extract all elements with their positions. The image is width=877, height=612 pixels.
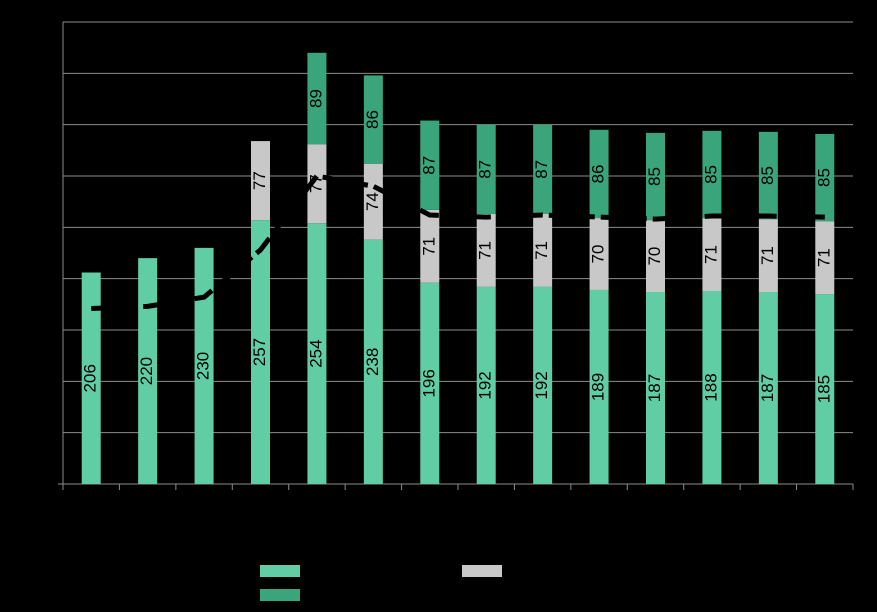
bar-segment — [307, 52, 327, 145]
bar-segment — [363, 163, 383, 240]
bar-segment — [758, 219, 778, 293]
bar-segment — [194, 247, 214, 484]
bar-segment — [476, 286, 496, 484]
value-label: 192 — [476, 371, 495, 399]
value-label: 86 — [589, 164, 608, 183]
value-label: 71 — [758, 246, 777, 265]
value-label: 71 — [814, 248, 833, 267]
value-label: 189 — [589, 373, 608, 401]
bar-segment — [646, 132, 665, 221]
y-tick-label: 50 — [36, 422, 55, 441]
y-tick-label: 400 — [27, 63, 55, 82]
bar-segment — [420, 120, 440, 210]
legend-swatch — [462, 565, 502, 577]
y-tick-label: 0 — [46, 473, 55, 492]
bar-segment — [533, 124, 553, 214]
value-label: 230 — [194, 352, 213, 380]
bar-segment — [815, 294, 835, 484]
value-label: 85 — [814, 168, 833, 187]
bar-segment — [533, 286, 553, 484]
bar-segment — [702, 130, 722, 219]
legend-swatch — [260, 589, 300, 601]
bar-segment — [476, 213, 496, 287]
y-tick-label: 350 — [27, 114, 55, 133]
value-label: 77 — [250, 171, 269, 190]
bar-segment — [646, 220, 665, 293]
value-label: 89 — [306, 89, 325, 108]
value-label: 70 — [589, 245, 608, 264]
bar-segment — [476, 124, 496, 214]
y-tick-label: 450 — [27, 11, 55, 30]
value-label: 254 — [306, 339, 325, 367]
bar-segment — [589, 218, 609, 290]
bar-segment — [251, 141, 270, 221]
bar-segment — [420, 282, 440, 484]
y-tick-label: 200 — [27, 268, 55, 287]
bar-segment — [533, 213, 553, 287]
bar-segment — [363, 239, 383, 484]
value-label: 85 — [645, 167, 664, 186]
value-label: 77 — [306, 174, 325, 193]
bar-segment — [646, 292, 665, 484]
bar-segment — [702, 218, 722, 291]
value-label: 220 — [137, 357, 156, 385]
value-label: 70 — [645, 247, 664, 266]
value-label: 238 — [363, 348, 382, 376]
value-label: 257 — [250, 338, 269, 366]
bar-segment — [420, 209, 440, 283]
value-label: 192 — [532, 371, 551, 399]
bar-segment — [307, 223, 327, 484]
value-label: 188 — [701, 373, 720, 401]
y-tick-label: 150 — [27, 319, 55, 338]
bar-segment — [758, 131, 778, 220]
y-tick-label: 250 — [27, 217, 55, 236]
value-label: 71 — [476, 241, 495, 260]
bar-segment — [251, 220, 270, 484]
bar-segment — [702, 290, 722, 484]
value-label: 87 — [532, 160, 551, 179]
value-label: 87 — [476, 160, 495, 179]
bar-segment — [815, 133, 835, 222]
bar-segment — [363, 75, 383, 164]
value-label: 85 — [701, 165, 720, 184]
y-tick-label: 300 — [27, 165, 55, 184]
value-label: 187 — [645, 374, 664, 402]
bar-segment — [307, 144, 327, 224]
bar-segment — [81, 272, 101, 484]
value-label: 185 — [814, 375, 833, 403]
bar-segment — [589, 289, 609, 484]
value-label: 71 — [532, 241, 551, 260]
value-label: 85 — [758, 166, 777, 185]
value-label: 71 — [701, 245, 720, 264]
line — [91, 173, 825, 311]
value-label: 74 — [363, 192, 382, 211]
value-label: 187 — [758, 374, 777, 402]
value-label: 196 — [419, 369, 438, 397]
bar-segment — [138, 258, 158, 484]
bar-segment — [589, 129, 609, 219]
value-label: 71 — [419, 237, 438, 256]
bar-segment — [815, 221, 835, 295]
legend-swatch — [260, 565, 300, 577]
bar-segment — [758, 292, 778, 484]
value-label: 206 — [81, 364, 100, 392]
value-label: 86 — [363, 110, 382, 129]
value-label: 87 — [419, 156, 438, 175]
y-tick-label: 100 — [27, 371, 55, 390]
